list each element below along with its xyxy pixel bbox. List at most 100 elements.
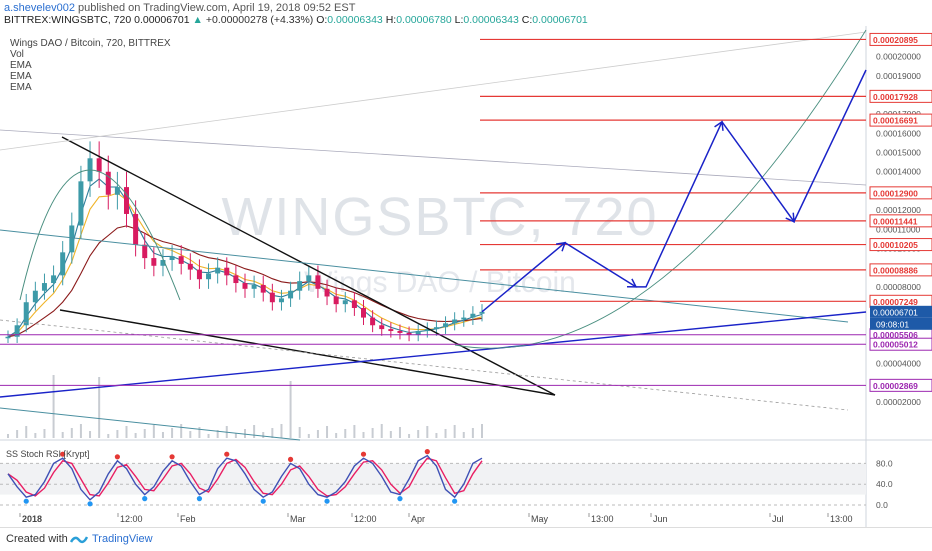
stoch-trough-dot bbox=[452, 498, 458, 504]
volume-bar bbox=[344, 429, 347, 438]
candle-body bbox=[361, 307, 366, 318]
volume-bar bbox=[134, 433, 137, 438]
volume-bar bbox=[79, 424, 82, 438]
candle-body bbox=[242, 283, 248, 289]
chart-header: a.shevelev002 published on TradingView.c… bbox=[4, 2, 588, 26]
stoch-k-line bbox=[7, 454, 483, 501]
price-level-label: 0.00011441 bbox=[873, 216, 918, 226]
x-tick-label: Jun bbox=[653, 514, 668, 524]
stoch-trough-dot bbox=[324, 498, 330, 504]
candle-body bbox=[370, 317, 376, 326]
stoch-peak-dot bbox=[60, 451, 66, 457]
price-level-label: 0.00002869 bbox=[873, 381, 918, 391]
volume-bar bbox=[453, 425, 456, 438]
close-label: C: bbox=[521, 14, 533, 26]
candle-body bbox=[288, 290, 294, 299]
volume-bar bbox=[70, 428, 73, 438]
low-value: 0.00006343 bbox=[463, 14, 519, 26]
volume-bar bbox=[216, 430, 219, 438]
projection-arrowhead bbox=[714, 120, 724, 131]
candle-body bbox=[5, 336, 11, 339]
volume-bar bbox=[207, 434, 210, 438]
faint-upper-line bbox=[0, 31, 867, 151]
projection-arrowhead bbox=[555, 241, 567, 252]
open-value: 0.00006343 bbox=[327, 14, 383, 26]
candle-body bbox=[14, 325, 20, 337]
volume-bar bbox=[271, 428, 274, 438]
tradingview-brand[interactable]: TradingView bbox=[92, 533, 153, 545]
volume-bar bbox=[353, 425, 356, 438]
volume-bar bbox=[161, 432, 164, 438]
candle-body bbox=[23, 302, 29, 326]
volume-bar bbox=[25, 426, 28, 438]
dashed-trend-line bbox=[0, 319, 849, 411]
price-level-label: 0.00008886 bbox=[873, 265, 918, 275]
volume-bar bbox=[307, 434, 310, 438]
candle-body bbox=[433, 327, 439, 330]
stoch-peak-dot bbox=[114, 454, 120, 460]
indicator-legend: Wings DAO / Bitcoin, 720, BITTREX Vol EM… bbox=[10, 38, 171, 93]
price-level-badge bbox=[869, 238, 932, 252]
candle-body bbox=[96, 158, 102, 172]
stoch-d-line bbox=[7, 457, 483, 497]
candle-body bbox=[278, 298, 284, 303]
close-value: 0.00006701 bbox=[134, 14, 190, 26]
price-level-label: 0.00012900 bbox=[873, 188, 918, 198]
x-tick-label: 12:00 bbox=[354, 514, 377, 524]
legend-ema-1[interactable]: EMA bbox=[10, 60, 32, 71]
candle-body bbox=[461, 317, 467, 320]
watermark-symbol: WINGSBTC, 720 bbox=[221, 187, 658, 247]
volume-bar bbox=[152, 425, 155, 438]
volume-bar bbox=[481, 424, 483, 438]
x-tick-label: Feb bbox=[180, 514, 196, 524]
stoch-trough-dot bbox=[87, 501, 93, 507]
y-tick-label: 0.00004000 bbox=[876, 359, 921, 369]
y-tick-label: 0.00016000 bbox=[876, 128, 921, 138]
volume-bar bbox=[16, 430, 19, 438]
candle-body bbox=[187, 263, 193, 270]
stoch-level-label: 0.0 bbox=[876, 500, 888, 510]
volume-bar bbox=[380, 424, 383, 438]
candle-body bbox=[60, 252, 66, 276]
x-tick-label: Mar bbox=[290, 514, 306, 524]
candle-body bbox=[69, 225, 75, 253]
volume-bar bbox=[125, 426, 128, 438]
candle-body bbox=[406, 332, 412, 335]
stoch-peak-dot bbox=[224, 451, 230, 457]
author-link[interactable]: a.shevelev002 bbox=[4, 2, 75, 14]
candle-body bbox=[479, 311, 485, 314]
candle-body bbox=[452, 319, 458, 324]
volume-bar bbox=[7, 434, 9, 438]
volume-bar bbox=[143, 429, 146, 438]
candle-body bbox=[78, 181, 84, 226]
candle-body bbox=[397, 331, 403, 333]
last-price-label: 0.00006701 bbox=[873, 307, 918, 317]
volume-bar bbox=[189, 431, 192, 438]
candle-body bbox=[251, 284, 257, 289]
price-level-badge bbox=[869, 89, 932, 103]
volume-bar bbox=[335, 433, 338, 438]
candle-body bbox=[51, 275, 57, 284]
candle-body bbox=[297, 281, 303, 291]
y-tick-label: 0.00015000 bbox=[876, 148, 921, 158]
stoch-peak-dot bbox=[169, 454, 175, 460]
legend-ema-3[interactable]: EMA bbox=[10, 82, 32, 93]
x-tick-label: Apr bbox=[411, 514, 425, 524]
long-trend-line bbox=[0, 129, 867, 186]
price-level-badge bbox=[869, 263, 932, 277]
volume-bar bbox=[198, 427, 201, 438]
volume-bar bbox=[316, 430, 319, 438]
stoch-trough-dot bbox=[260, 498, 266, 504]
candle-body bbox=[224, 267, 230, 276]
symbol-label: BITTREX:WINGSBTC, 720 bbox=[4, 14, 132, 26]
legend-vol[interactable]: Vol bbox=[10, 49, 24, 60]
volume-bar bbox=[417, 430, 420, 438]
volume-bar bbox=[244, 429, 246, 438]
legend-ema-2[interactable]: EMA bbox=[10, 71, 32, 82]
stoch-trough-dot bbox=[23, 498, 29, 504]
arc-curve bbox=[19, 169, 181, 301]
candle-body bbox=[324, 288, 330, 297]
volume-bar bbox=[262, 432, 265, 438]
up-arrow-icon: ▲ bbox=[192, 14, 203, 26]
